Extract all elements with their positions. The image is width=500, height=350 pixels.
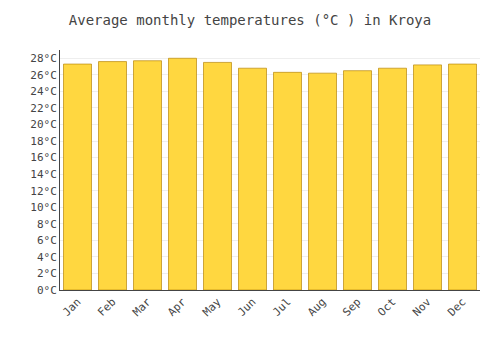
svg-text:Apr: Apr: [165, 295, 189, 319]
svg-text:Nov: Nov: [410, 295, 434, 319]
svg-text:Jan: Jan: [60, 296, 83, 319]
svg-text:Jul: Jul: [270, 296, 293, 319]
svg-text:Oct: Oct: [375, 296, 398, 319]
svg-text:12°C: 12°C: [30, 185, 57, 198]
svg-text:24°C: 24°C: [30, 85, 57, 98]
svg-text:20°C: 20°C: [30, 118, 57, 131]
svg-text:0°C: 0°C: [37, 284, 57, 297]
svg-text:Mar: Mar: [130, 295, 154, 319]
svg-text:10°C: 10°C: [30, 201, 57, 214]
svg-text:8°C: 8°C: [37, 218, 57, 231]
svg-text:14°C: 14°C: [30, 168, 57, 181]
svg-text:22°C: 22°C: [30, 102, 57, 115]
svg-text:16°C: 16°C: [30, 151, 57, 164]
svg-text:28°C: 28°C: [30, 52, 57, 65]
svg-text:Sep: Sep: [340, 296, 363, 319]
svg-text:2°C: 2°C: [37, 267, 57, 280]
svg-text:Feb: Feb: [95, 296, 118, 319]
svg-text:Average monthly temperatures (: Average monthly temperatures (°C ) in Kr…: [69, 12, 431, 28]
svg-text:Aug: Aug: [305, 296, 328, 319]
svg-text:4°C: 4°C: [37, 251, 57, 264]
svg-text:18°C: 18°C: [30, 135, 57, 148]
svg-text:6°C: 6°C: [37, 234, 57, 247]
svg-text:26°C: 26°C: [30, 69, 57, 82]
svg-text:Dec: Dec: [445, 296, 468, 319]
svg-text:Jun: Jun: [235, 296, 258, 319]
svg-text:May: May: [200, 295, 224, 319]
